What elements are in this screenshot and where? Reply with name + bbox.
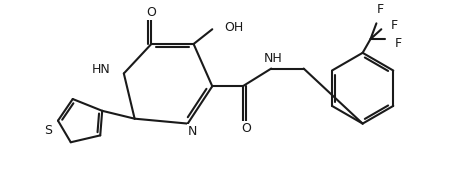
Text: O: O	[146, 6, 156, 19]
Text: F: F	[394, 37, 401, 50]
Text: HN: HN	[91, 63, 110, 76]
Text: N: N	[187, 125, 197, 138]
Text: F: F	[389, 19, 397, 32]
Text: O: O	[241, 122, 251, 135]
Text: F: F	[376, 3, 383, 16]
Text: OH: OH	[223, 21, 243, 34]
Text: NH: NH	[263, 52, 282, 65]
Text: S: S	[44, 124, 52, 137]
